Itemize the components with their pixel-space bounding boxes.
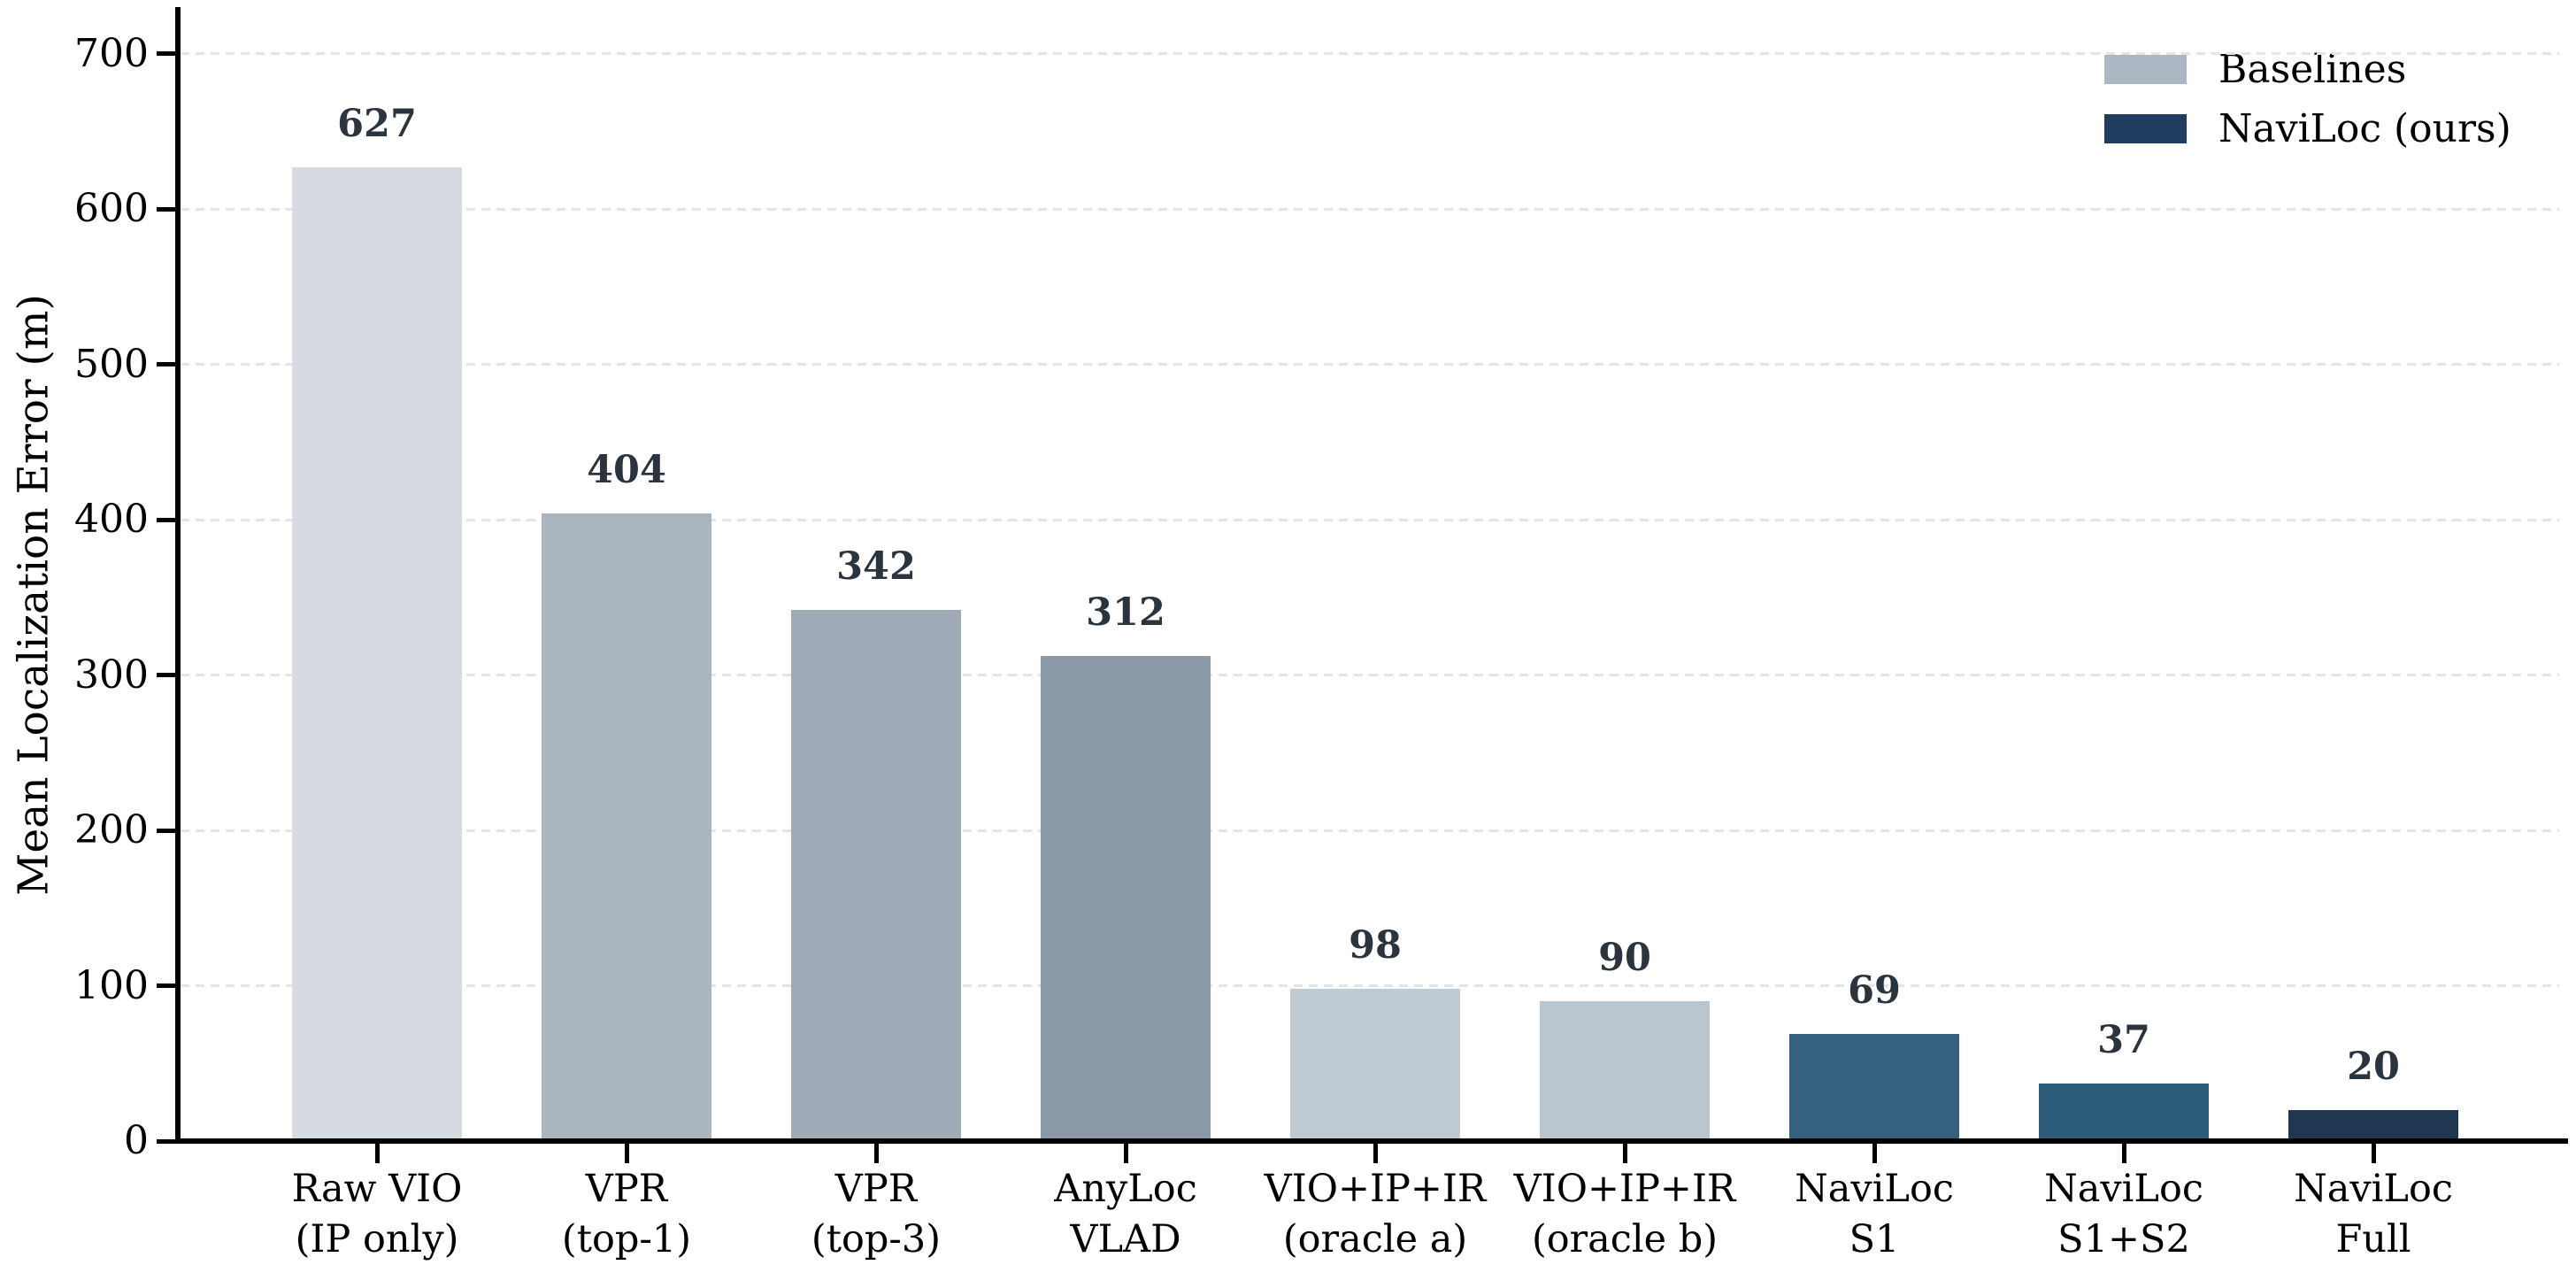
x-axis-category-label-naviloc-full: NaviLoc Full [2294,1167,2453,1261]
x-tick-naviloc-full [2371,1144,2376,1163]
bar-value-label-raw-vio-ip-only: 627 [337,102,417,146]
bar-naviloc-s1 [1789,1034,1959,1144]
x-tick-naviloc-s1 [1872,1144,1877,1163]
bar-value-label-naviloc-s1-s2: 37 [2097,1018,2150,1062]
y-axis-spine [175,7,181,1144]
x-axis-category-label-raw-vio-ip-only: Raw VIO (IP only) [291,1167,463,1261]
gridline-700 [181,52,2559,55]
x-axis-category-label-vio-ip-ir-oracle-b: VIO+IP+IR (oracle b) [1513,1167,1736,1261]
gridline-200 [181,829,2559,832]
gridline-300 [181,674,2559,676]
gridline-100 [181,984,2559,987]
y-tick-500 [157,362,178,366]
y-tick-100 [157,983,178,988]
bar-vpr-top-1 [542,513,711,1144]
bar-raw-vio-ip-only [292,167,462,1144]
y-tick-400 [157,517,178,522]
y-tick-200 [157,828,178,833]
bar-vio-ip-ir-oracle-a [1290,989,1460,1144]
y-tick-label-200: 200 [74,807,149,852]
x-axis-category-label-naviloc-s1-s2: NaviLoc S1+S2 [2044,1167,2203,1261]
y-tick-label-300: 300 [74,652,149,698]
legend-label-naviloc-ours: NaviLoc (ours) [2218,105,2511,151]
legend-label-baselines: Baselines [2218,46,2407,92]
bar-vpr-top-3 [791,610,961,1144]
bar-value-label-vio-ip-ir-oracle-b: 90 [1598,936,1651,980]
gridline-500 [181,363,2559,366]
x-axis-category-label-vpr-top-1: VPR (top-1) [561,1167,692,1261]
y-tick-label-700: 700 [74,30,149,76]
legend-entry-baselines: Baselines [2104,50,2511,89]
y-tick-label-400: 400 [74,497,149,542]
y-tick-600 [157,206,178,212]
y-tick-label-100: 100 [74,962,149,1008]
bar-vio-ip-ir-oracle-b [1540,1001,1710,1144]
x-axis-spine [175,1138,2568,1144]
x-axis-category-label-naviloc-s1: NaviLoc S1 [1795,1167,1954,1261]
y-tick-0 [157,1138,178,1144]
bar-naviloc-full [2288,1110,2458,1144]
x-axis-category-label-anyloc-vlad: AnyLoc VLAD [1054,1167,1197,1261]
bar-value-label-anyloc-vlad: 312 [1086,590,1165,635]
y-tick-700 [157,51,178,56]
x-axis-category-label-vio-ip-ir-oracle-a: VIO+IP+IR (oracle a) [1264,1167,1487,1261]
x-tick-vpr-top-3 [873,1144,879,1163]
legend-swatch-baselines [2104,55,2187,84]
bar-anyloc-vlad [1041,656,1211,1144]
x-tick-anyloc-vlad [1123,1144,1128,1163]
y-tick-label-0: 0 [124,1118,149,1163]
bar-value-label-vio-ip-ir-oracle-a: 98 [1349,923,1402,968]
bar-value-label-naviloc-full: 20 [2347,1045,2400,1089]
bar-value-label-vpr-top-1: 404 [587,448,666,492]
x-tick-vio-ip-ir-oracle-a [1373,1144,1378,1163]
y-tick-300 [157,673,178,677]
x-tick-raw-vio-ip-only [374,1144,380,1163]
legend-swatch-naviloc-ours [2104,114,2187,143]
x-tick-vio-ip-ir-oracle-b [1622,1144,1627,1163]
gridline-400 [181,518,2559,521]
gridline-600 [181,207,2559,211]
x-tick-naviloc-s1-s2 [2121,1144,2126,1163]
x-axis-category-label-vpr-top-3: VPR (top-3) [811,1167,942,1261]
legend-entry-naviloc-ours: NaviLoc (ours) [2104,109,2511,148]
bar-naviloc-s1-s2 [2039,1084,2209,1144]
legend: Baselines NaviLoc (ours) [2104,50,2511,174]
y-tick-label-500: 500 [74,341,149,387]
y-tick-label-600: 600 [74,186,149,231]
bar-value-label-vpr-top-3: 342 [836,544,916,589]
bar-value-label-naviloc-s1: 69 [1848,968,1901,1013]
x-tick-vpr-top-1 [624,1144,629,1163]
